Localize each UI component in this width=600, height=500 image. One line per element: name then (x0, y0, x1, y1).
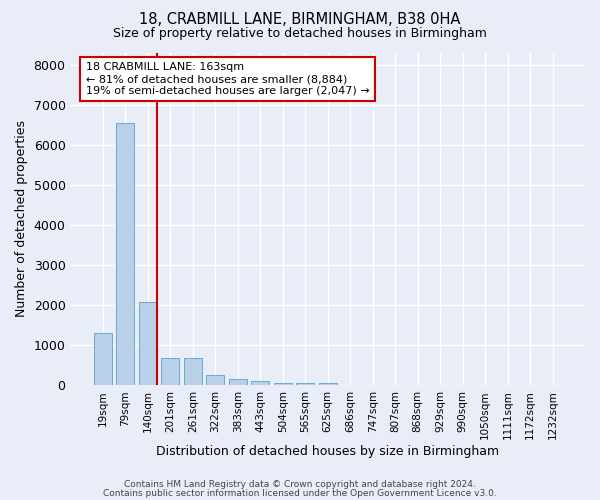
Bar (206, 374, 224, 386)
Bar (184, 358, 202, 386)
Bar (319, 383, 337, 386)
Text: Contains HM Land Registry data © Crown copyright and database right 2024.: Contains HM Land Registry data © Crown c… (124, 480, 476, 489)
Bar (161, 358, 179, 386)
X-axis label: Distribution of detached houses by size in Birmingham: Distribution of detached houses by size … (156, 444, 499, 458)
Bar (94, 333, 112, 386)
Bar (274, 383, 292, 386)
Y-axis label: Number of detached properties: Number of detached properties (15, 120, 28, 318)
Bar (296, 383, 314, 386)
Text: Size of property relative to detached houses in Birmingham: Size of property relative to detached ho… (113, 28, 487, 40)
Text: 18, CRABMILL LANE, BIRMINGHAM, B38 0HA: 18, CRABMILL LANE, BIRMINGHAM, B38 0HA (139, 12, 461, 28)
Bar (139, 302, 157, 386)
Text: Contains public sector information licensed under the Open Government Licence v3: Contains public sector information licen… (103, 490, 497, 498)
Text: 18 CRABMILL LANE: 163sqm
← 81% of detached houses are smaller (8,884)
19% of sem: 18 CRABMILL LANE: 163sqm ← 81% of detach… (86, 62, 370, 96)
Bar (116, 122, 134, 386)
Bar (251, 382, 269, 386)
Bar (229, 380, 247, 386)
